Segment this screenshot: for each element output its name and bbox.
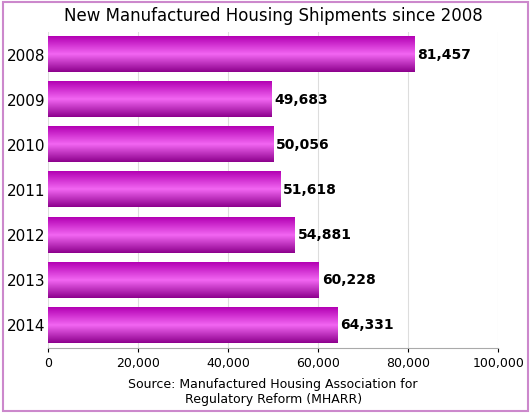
Bar (48, 172, 280, 207)
Text: 81,457: 81,457 (417, 47, 472, 62)
X-axis label: Source: Manufactured Housing Association for
Regulatory Reform (MHARR): Source: Manufactured Housing Association… (129, 378, 418, 406)
Text: 49,683: 49,683 (275, 93, 328, 107)
Bar (48, 37, 415, 72)
Text: 60,228: 60,228 (322, 273, 376, 287)
Bar (48, 263, 319, 298)
Text: 50,056: 50,056 (276, 138, 330, 152)
Title: New Manufactured Housing Shipments since 2008: New Manufactured Housing Shipments since… (64, 7, 483, 25)
Bar (48, 127, 273, 162)
Bar (48, 82, 272, 117)
Bar (48, 308, 338, 343)
Text: 51,618: 51,618 (283, 183, 337, 197)
Text: 64,331: 64,331 (340, 318, 394, 332)
Bar (48, 217, 295, 253)
Text: 54,881: 54,881 (298, 228, 352, 242)
